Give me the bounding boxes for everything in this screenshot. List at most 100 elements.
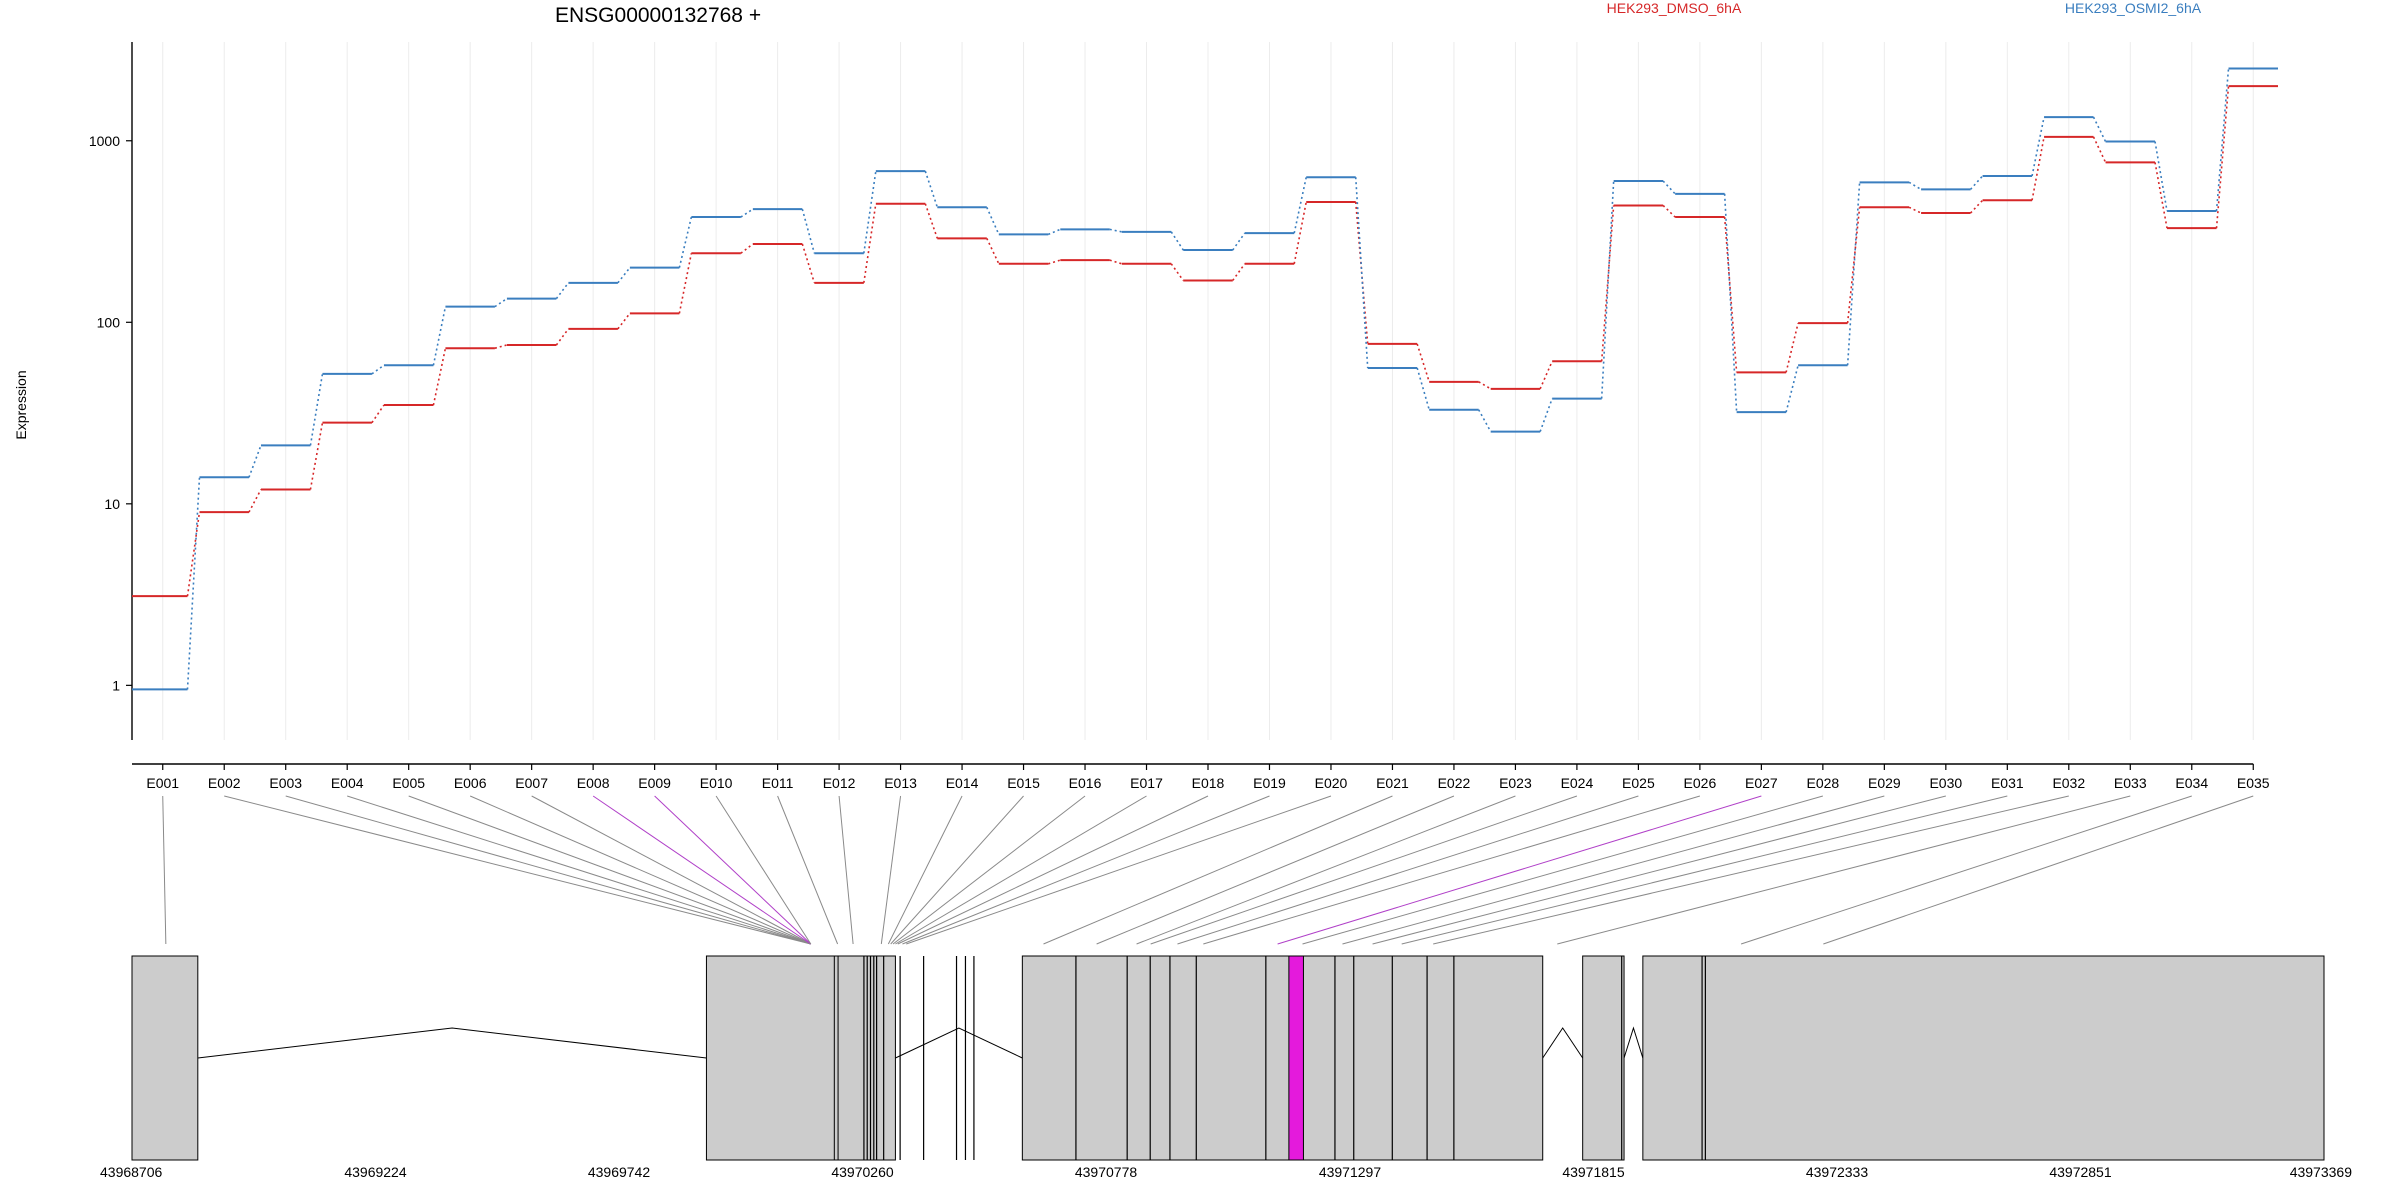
series-HEK293_OSMI2_6hA [132, 67, 2278, 691]
x-tick-label-E034: E034 [2175, 775, 2208, 791]
connector-E031 [1401, 795, 2008, 945]
transition-HEK293_DMSO_6hA-E011 [801, 243, 816, 284]
y-tick-label-1: 1 [112, 677, 120, 693]
transition-HEK293_OSMI2_6hA-E016 [1109, 228, 1122, 233]
transition-HEK293_DMSO_6hA-E029 [1908, 206, 1922, 214]
x-tick-label-E020: E020 [1315, 775, 1348, 791]
transition-HEK293_DMSO_6hA-E016 [1109, 259, 1123, 265]
transition-HEK293_DMSO_6hA-E031 [2031, 136, 2045, 201]
x-tick-label-E016: E016 [1069, 775, 1102, 791]
transition-HEK293_OSMI2_6hA-E033 [2154, 141, 2168, 212]
coordinate-label-43970778: 43970778 [1075, 1164, 1138, 1180]
x-tick-label-E035: E035 [2237, 775, 2270, 791]
x-tick-label-E008: E008 [577, 775, 610, 791]
connector-E003 [285, 795, 811, 945]
transition-HEK293_DMSO_6hA-E005 [432, 348, 447, 406]
x-tick-label-E003: E003 [269, 775, 302, 791]
intron-line-4 [1623, 1026, 1644, 1059]
transition-HEK293_OSMI2_6hA-E010 [740, 208, 754, 218]
connector-E030 [1372, 795, 1946, 945]
connector-E002 [224, 795, 811, 945]
transition-HEK293_OSMI2_6hA-E020 [1354, 177, 1369, 369]
transition-HEK293_DMSO_6hA-E033 [2154, 162, 2168, 229]
transition-HEK293_DMSO_6hA-E010 [740, 243, 754, 254]
y-axis-label: Expression [13, 370, 29, 439]
x-tick-label-E024: E024 [1561, 775, 1594, 791]
connector-E033 [1557, 795, 2131, 945]
x-tick-label-E023: E023 [1499, 775, 1532, 791]
gridlines [162, 42, 2254, 740]
connector-E028 [1302, 795, 1823, 945]
connector-E011 [777, 795, 839, 945]
y-tick-label-10: 10 [104, 496, 120, 512]
connector-E010 [715, 795, 812, 945]
transition-HEK293_OSMI2_6hA-E030 [1969, 175, 1984, 190]
exon-block-6 [1642, 955, 2325, 1161]
transition-HEK293_OSMI2_6hA-E004 [371, 364, 385, 375]
x-tick-label-E031: E031 [1991, 775, 2024, 791]
connector-E023 [1136, 795, 1516, 945]
x-tick-label-E032: E032 [2052, 775, 2085, 791]
transition-HEK293_DMSO_6hA-E003 [309, 422, 324, 490]
transition-HEK293_DMSO_6hA-E025 [1662, 204, 1676, 218]
transition-HEK293_DMSO_6hA-E017 [1170, 263, 1184, 281]
x-tick-label-E015: E015 [1007, 775, 1040, 791]
x-tick-label-E009: E009 [638, 775, 671, 791]
coordinate-label-43970260: 43970260 [831, 1164, 894, 1180]
transition-HEK293_OSMI2_6hA-E015 [1047, 228, 1061, 236]
transition-HEK293_OSMI2_6hA-E021 [1416, 367, 1430, 410]
intron-line-2 [895, 1027, 1023, 1059]
connector-E004 [347, 795, 811, 945]
x-tick-label-E002: E002 [208, 775, 241, 791]
transition-HEK293_DMSO_6hA-E022 [1478, 381, 1492, 390]
x-tick-label-E013: E013 [884, 775, 917, 791]
transition-HEK293_OSMI2_6hA-E032 [2092, 116, 2107, 142]
transition-HEK293_OSMI2_6hA-E029 [1908, 181, 1922, 191]
y-tick-label-100: 100 [97, 314, 121, 330]
coordinate-label-43971297: 43971297 [1319, 1164, 1382, 1180]
exon-block-5 [1582, 955, 1625, 1161]
transition-HEK293_OSMI2_6hA-E023 [1539, 398, 1553, 432]
connector-E015 [890, 795, 1024, 945]
highlighted-exon-block [1288, 955, 1304, 1161]
transition-HEK293_DMSO_6hA-E014 [986, 238, 1000, 265]
transition-HEK293_OSMI2_6hA-E007 [555, 282, 570, 300]
series-HEK293_DMSO_6hA [132, 85, 2278, 598]
transition-HEK293_OSMI2_6hA-E006 [494, 297, 508, 308]
x-tick-label-E012: E012 [823, 775, 856, 791]
genomic-coordinate-axis: 43968706 43969224 43969742 43970260 43970778… [100, 1164, 2352, 1180]
transition-HEK293_OSMI2_6hA-E014 [986, 206, 1000, 235]
transition-HEK293_OSMI2_6hA-E025 [1662, 180, 1676, 195]
transition-HEK293_DMSO_6hA-E015 [1048, 259, 1061, 265]
intron-line-1 [197, 1027, 707, 1059]
x-tick-label-E010: E010 [700, 775, 733, 791]
x-tick-label-E005: E005 [392, 775, 425, 791]
coordinate-label-43968706: 43968706 [100, 1164, 163, 1180]
transition-HEK293_DMSO_6hA-E019 [1293, 201, 1308, 264]
x-tick-label-E030: E030 [1929, 775, 1962, 791]
series-lines [132, 67, 2278, 691]
transition-HEK293_OSMI2_6hA-E024 [1600, 180, 1615, 399]
connector-E034 [1740, 795, 2192, 945]
coordinate-label-43972333: 43972333 [1806, 1164, 1869, 1180]
transition-HEK293_OSMI2_6hA-E034 [2215, 68, 2230, 212]
transition-HEK293_DMSO_6hA-E008 [617, 312, 631, 330]
transition-HEK293_OSMI2_6hA-E027 [1785, 365, 1799, 413]
connector-E032 [1433, 795, 2069, 945]
transition-HEK293_DMSO_6hA-E018 [1232, 263, 1246, 281]
gene-model-track [131, 955, 2325, 1161]
transition-HEK293_OSMI2_6hA-E012 [863, 171, 877, 254]
legend-label-dmso: HEK293_DMSO_6hA [1607, 0, 1742, 16]
transition-HEK293_OSMI2_6hA-E009 [678, 216, 693, 268]
transition-HEK293_OSMI2_6hA-E017 [1170, 231, 1184, 251]
transition-HEK293_DMSO_6hA-E034 [2215, 86, 2230, 229]
exon-block-3 [833, 955, 839, 1161]
connector-E024 [1150, 795, 1578, 945]
connector-E009 [654, 795, 812, 945]
transition-HEK293_OSMI2_6hA-E005 [432, 306, 447, 366]
x-tick-label-E019: E019 [1253, 775, 1286, 791]
x-tick-label-E014: E014 [946, 775, 979, 791]
transition-HEK293_DMSO_6hA-E030 [1969, 199, 1984, 214]
transition-HEK293_DMSO_6hA-E021 [1416, 343, 1430, 383]
